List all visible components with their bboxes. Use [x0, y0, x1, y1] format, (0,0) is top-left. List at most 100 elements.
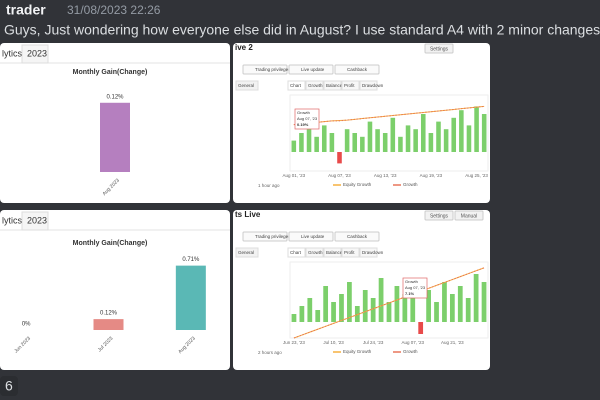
- chart-tab[interactable]: [341, 247, 360, 258]
- chart-tab[interactable]: [287, 247, 306, 258]
- x-tick-label: Aug 21, '23: [441, 340, 464, 345]
- button-label: Manual: [461, 213, 477, 219]
- tab: 2023: [27, 215, 47, 225]
- option-label: Cashback: [347, 234, 368, 239]
- option: [242, 64, 288, 75]
- plot-frame: [289, 94, 489, 172]
- tooltip-line: Aug 07, '23: [297, 116, 318, 121]
- bar: [339, 294, 344, 322]
- option: [242, 231, 288, 242]
- x-tick-label: Jul 10, '23: [323, 340, 344, 345]
- bar: [360, 136, 365, 152]
- bar: [352, 133, 358, 152]
- value-label: 0.71%: [182, 257, 200, 263]
- bar: [382, 133, 388, 152]
- plot-frame: [289, 261, 489, 339]
- growth-line: [293, 267, 485, 339]
- author[interactable]: trader: [6, 2, 46, 18]
- chart-tab[interactable]: [323, 80, 342, 91]
- bar: [362, 290, 368, 322]
- bar: [481, 282, 487, 322]
- chart-title: Monthly Gain(Change): [73, 240, 148, 247]
- bar: [314, 136, 319, 152]
- chart-tab[interactable]: [305, 247, 324, 258]
- bar: [315, 310, 321, 322]
- chart-tab[interactable]: [359, 80, 378, 91]
- chart-tab-label: Chart: [290, 83, 302, 88]
- side-tab: [235, 80, 259, 91]
- button-label: Settings: [430, 213, 449, 219]
- bar: [307, 298, 313, 322]
- chart-tab[interactable]: [323, 247, 342, 258]
- tab-box: [21, 211, 49, 231]
- option-label: Live update: [301, 67, 325, 72]
- option-label: Cashback: [347, 67, 368, 72]
- side-tab-label: General: [238, 250, 254, 255]
- x-tick-label: Aug 25, '23: [465, 173, 488, 178]
- tab: lytics: [2, 215, 22, 225]
- bar: [394, 286, 400, 322]
- chart-tab[interactable]: [359, 247, 378, 258]
- message-text: Guys, Just wondering how everyone else d…: [4, 22, 600, 38]
- button[interactable]: [424, 210, 454, 221]
- tooltip-line: 0.19%: [297, 122, 309, 127]
- timestamp: 31/08/2023 22:26: [67, 3, 161, 17]
- reaction-count[interactable]: 6: [5, 378, 13, 394]
- option-label: Trading privileges: [255, 234, 291, 239]
- bar: [93, 319, 124, 330]
- reaction-box[interactable]: [0, 376, 18, 396]
- account-title: ive 2: [235, 43, 253, 52]
- x-tick-label: Aug 01, '23: [282, 173, 305, 178]
- bar: [428, 133, 434, 152]
- chart-tab[interactable]: [341, 80, 360, 91]
- chart-tab[interactable]: [305, 80, 324, 91]
- tooltip-line: 7.1%: [405, 291, 415, 296]
- chart-tab-label: Growth: [308, 250, 323, 255]
- chart-tab[interactable]: [287, 80, 306, 91]
- updated: 1 hour ago: [258, 183, 280, 188]
- bar: [337, 152, 342, 164]
- bar: [449, 294, 455, 322]
- tooltip: [402, 277, 428, 299]
- bar: [466, 125, 472, 152]
- chart-tab-label: Growth: [308, 83, 323, 88]
- tab: lytics: [2, 48, 22, 58]
- option-label: Live update: [301, 234, 325, 239]
- button[interactable]: [454, 210, 484, 221]
- chart-tab-label: Profit: [344, 83, 355, 88]
- bar: [331, 302, 336, 322]
- side-tab-label: General: [238, 83, 254, 88]
- growth-line: [293, 105, 485, 126]
- chart-tab-label: Balance: [326, 83, 343, 88]
- chart-tab-label: Drawdown: [362, 250, 384, 255]
- option: [288, 231, 334, 242]
- bar: [291, 140, 297, 152]
- bar: [306, 129, 312, 152]
- tab: 2023: [27, 48, 47, 58]
- bar: [451, 117, 457, 152]
- x-tick-label: Jun 23, '23: [283, 340, 305, 345]
- bar: [413, 129, 418, 152]
- button[interactable]: [424, 43, 454, 54]
- chart-tab-label: Chart: [290, 250, 302, 255]
- bar: [418, 322, 424, 334]
- side-tab: [235, 247, 259, 258]
- tooltip-line: Growth: [405, 279, 418, 284]
- chart-title: Monthly Gain(Change): [73, 69, 148, 76]
- x-tick-label: Aug 19, '23: [420, 173, 443, 178]
- legend-label: Equity Growth: [343, 349, 372, 354]
- x-tick-label: Aug 07, '23: [401, 340, 424, 345]
- bar: [481, 114, 487, 152]
- bar: [405, 125, 411, 152]
- button-label: Settings: [430, 46, 449, 52]
- x-tick-label: Aug 13, '23: [374, 173, 397, 178]
- bar: [367, 121, 373, 152]
- legend-label: Equity Growth: [343, 182, 372, 187]
- bar: [390, 117, 396, 152]
- chart-tab-label: Profit: [344, 250, 355, 255]
- bar: [378, 278, 384, 322]
- x-tick-label: Jul 24, '23: [363, 340, 384, 345]
- value-label: 0.12%: [106, 94, 124, 100]
